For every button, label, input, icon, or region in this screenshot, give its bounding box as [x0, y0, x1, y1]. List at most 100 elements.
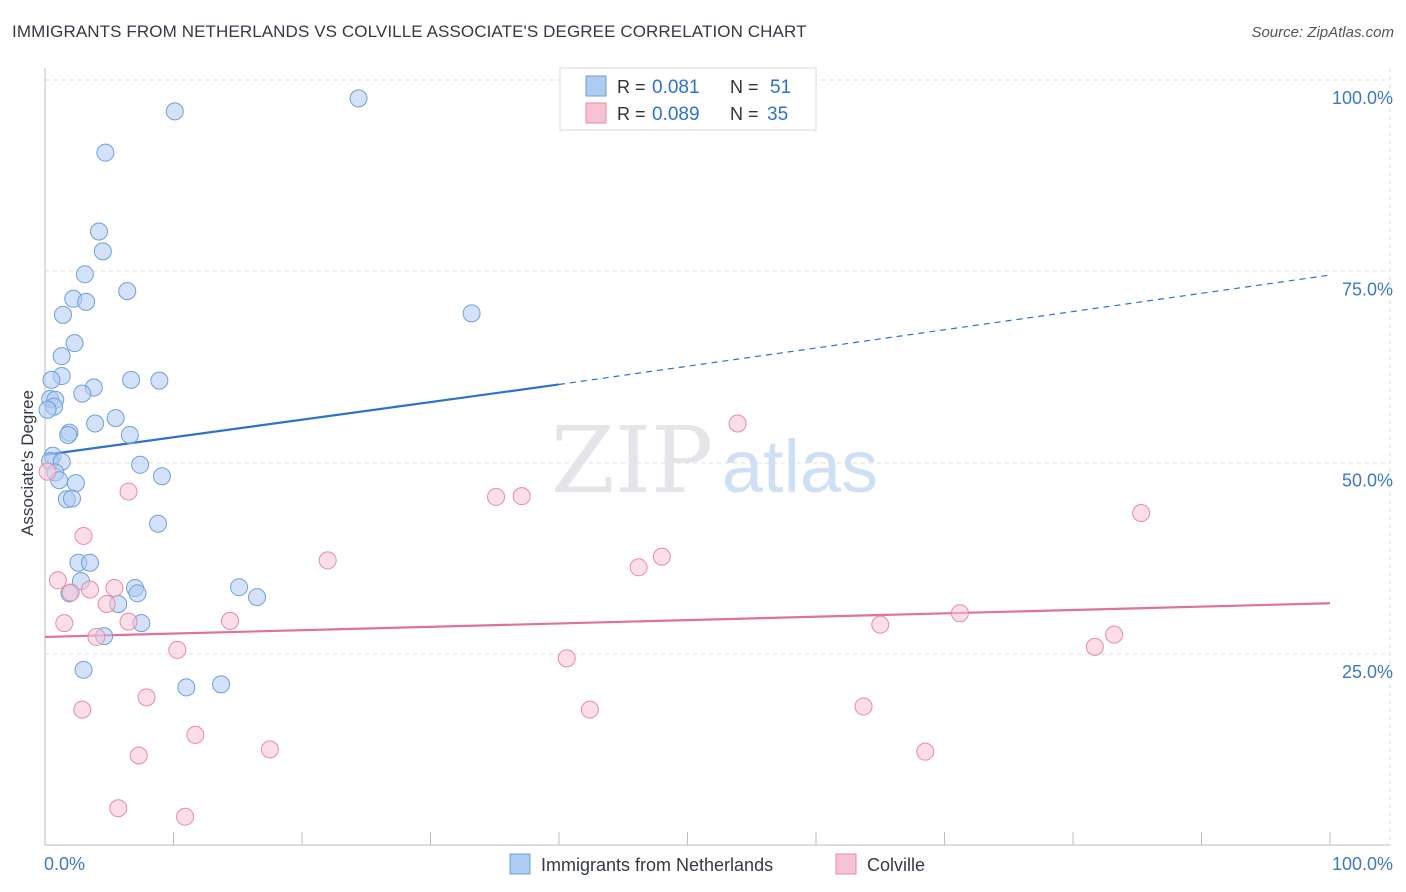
point-netherlands-46: [128, 584, 147, 603]
point-colville-17: [629, 558, 648, 577]
point-colville-3: [74, 526, 93, 545]
grid: [45, 68, 1391, 845]
point-colville-28: [854, 697, 873, 716]
point-netherlands-5: [75, 265, 94, 284]
y-tick-label-100: 100.0%: [1332, 88, 1393, 108]
point-netherlands-33: [152, 467, 171, 486]
watermark-atlas: atlas: [722, 425, 878, 508]
stats-r-value-netherlands: 0.081: [652, 77, 700, 98]
point-netherlands-1: [349, 89, 368, 108]
point-colville-20: [871, 615, 890, 634]
point-netherlands-45: [248, 588, 267, 607]
point-colville-30: [260, 740, 279, 759]
point-netherlands-8: [77, 292, 96, 311]
point-colville-23: [1105, 625, 1124, 644]
point-colville-13: [221, 611, 240, 630]
point-netherlands-10: [65, 334, 84, 353]
point-netherlands-6: [118, 282, 137, 301]
point-colville-0: [38, 462, 57, 481]
point-netherlands-2: [96, 143, 115, 162]
point-netherlands-17: [150, 371, 169, 390]
point-netherlands-4: [93, 242, 112, 261]
stats-r-label-netherlands: R =: [617, 77, 646, 97]
point-netherlands-52: [212, 675, 231, 694]
point-netherlands-44: [230, 578, 249, 597]
point-colville-34: [176, 807, 195, 826]
y-tick-label-25: 25.0%: [1342, 662, 1393, 682]
point-netherlands-23: [86, 414, 105, 433]
series-legend: Immigrants from Netherlands Colville: [509, 853, 925, 875]
legend-swatch-netherlands: [509, 853, 531, 875]
legend-label-colville: Colville: [867, 855, 925, 875]
point-colville-27: [580, 700, 599, 719]
trend-line-netherlands-extension: [558, 274, 1331, 386]
point-netherlands-31: [131, 455, 150, 474]
point-netherlands-11: [52, 347, 71, 366]
point-netherlands-24: [106, 409, 125, 428]
y-tick-label-50: 50.0%: [1342, 471, 1393, 491]
point-colville-4: [487, 487, 506, 506]
point-colville-29: [186, 725, 205, 744]
y-tick-label-75: 75.0%: [1342, 279, 1393, 299]
legend-label-netherlands: Immigrants from Netherlands: [541, 855, 773, 875]
point-netherlands-14: [42, 370, 61, 389]
x-ticks: [44, 832, 1331, 845]
stats-swatch-colville: [585, 102, 607, 124]
stats-r-label-colville: R =: [617, 104, 646, 124]
point-netherlands-19: [73, 384, 92, 403]
point-colville-9: [80, 580, 99, 599]
stats-legend: R = 0.081 N = 51 R = 0.089 N = 35: [559, 67, 817, 131]
point-colville-10: [105, 578, 124, 597]
x-tick-label-max: 100.0%: [1332, 854, 1393, 874]
scatter-points: [38, 89, 1151, 826]
point-colville-16: [168, 640, 187, 659]
trend-line-colville: [44, 602, 1331, 639]
point-colville-19: [1132, 503, 1151, 522]
point-colville-33: [109, 799, 128, 818]
point-netherlands-12: [462, 304, 481, 323]
point-colville-26: [137, 688, 156, 707]
point-colville-6: [728, 414, 747, 433]
point-colville-22: [1085, 637, 1104, 656]
point-colville-7: [48, 571, 67, 590]
point-colville-5: [512, 487, 531, 506]
stats-swatch-netherlands: [585, 75, 607, 97]
point-colville-32: [916, 742, 935, 761]
point-colville-31: [129, 746, 148, 765]
point-netherlands-50: [74, 660, 93, 679]
y-axis-label: Associate's Degree: [18, 390, 37, 536]
source-label: Source: ZipAtlas.com: [1251, 24, 1394, 41]
point-colville-25: [73, 700, 92, 719]
stats-r-value-colville: 0.089: [652, 104, 700, 125]
point-colville-18: [652, 547, 671, 566]
point-netherlands-22: [38, 400, 57, 419]
point-netherlands-16: [122, 370, 141, 389]
point-netherlands-9: [53, 305, 72, 324]
stats-n-label-netherlands: N =: [730, 77, 759, 97]
point-netherlands-0: [165, 102, 184, 121]
point-colville-11: [97, 595, 116, 614]
stats-n-value-netherlands: 51: [770, 77, 791, 98]
point-colville-12: [55, 614, 74, 633]
watermark-zip: ZIP: [551, 407, 713, 514]
point-netherlands-26: [59, 425, 78, 444]
legend-swatch-colville: [835, 853, 857, 875]
point-netherlands-27: [120, 425, 139, 444]
y-tick-labels: 25.0% 50.0% 75.0% 100.0%: [1332, 88, 1393, 682]
point-netherlands-38: [149, 514, 168, 533]
point-colville-14: [119, 612, 138, 631]
point-netherlands-35: [66, 474, 85, 493]
point-netherlands-40: [80, 553, 99, 572]
point-netherlands-51: [177, 678, 196, 697]
point-colville-1: [119, 482, 138, 501]
stats-n-value-colville: 35: [767, 104, 788, 125]
stats-n-label-colville: N =: [730, 104, 759, 124]
point-netherlands-3: [89, 222, 108, 241]
chart-title: IMMIGRANTS FROM NETHERLANDS VS COLVILLE …: [12, 22, 807, 41]
x-tick-label-min: 0.0%: [44, 854, 85, 874]
point-colville-21: [950, 604, 969, 623]
point-colville-8: [61, 583, 80, 602]
point-colville-24: [557, 649, 576, 668]
point-netherlands-37: [62, 489, 81, 508]
